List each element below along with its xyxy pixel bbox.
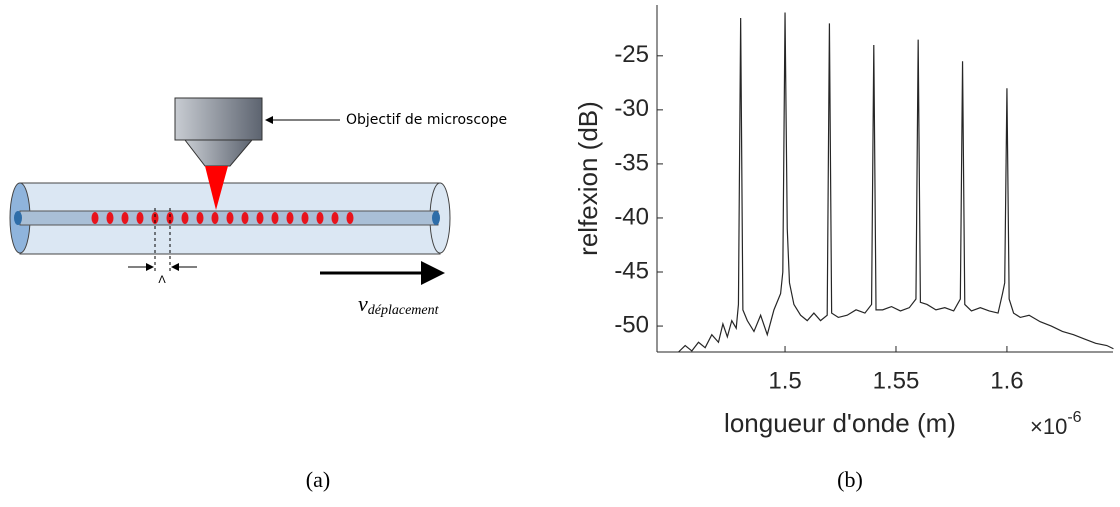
spectrum-line	[678, 12, 1114, 353]
x-axis-label: longueur d'onde (m)	[724, 408, 956, 438]
y-tick-label: -40	[614, 203, 649, 230]
velocity-subscript: déplacement	[368, 303, 440, 318]
y-tick-label: -25	[614, 41, 649, 68]
core-end	[14, 211, 22, 225]
core-end	[432, 211, 440, 225]
objective-tip	[183, 139, 254, 167]
y-tick-label: -30	[614, 95, 649, 122]
y-tick-label: -35	[614, 149, 649, 176]
fiber-diagram: Objectif de microscope Λ vdéplacement (a…	[9, 97, 507, 492]
laser-beam	[205, 166, 228, 210]
y-tick-label: -50	[614, 311, 649, 338]
chart: -25 -30 -35 -40 -45 -50 1.5 1.55 1.6 longueur d'o…	[573, 5, 1114, 492]
x-multiplier: ×10-6	[1030, 409, 1082, 439]
gratings	[91, 212, 354, 224]
period-label: Λ	[158, 274, 166, 286]
velocity-label: vdéplacement	[358, 291, 440, 318]
x-tick-label: 1.6	[990, 367, 1023, 394]
y-axis-label: relfexion (dB)	[573, 101, 603, 256]
multiplier-base: ×10	[1030, 414, 1067, 439]
caption: (a)	[306, 467, 330, 492]
velocity-symbol: v	[358, 291, 368, 316]
caption: (b)	[837, 467, 863, 492]
multiplier-exponent: -6	[1067, 409, 1081, 426]
x-tick-label: 1.5	[768, 367, 801, 394]
x-tick-label: 1.55	[873, 367, 920, 394]
objective-label: Objectif de microscope	[346, 112, 507, 128]
objective-body	[174, 97, 263, 141]
y-tick-label: -45	[614, 257, 649, 284]
